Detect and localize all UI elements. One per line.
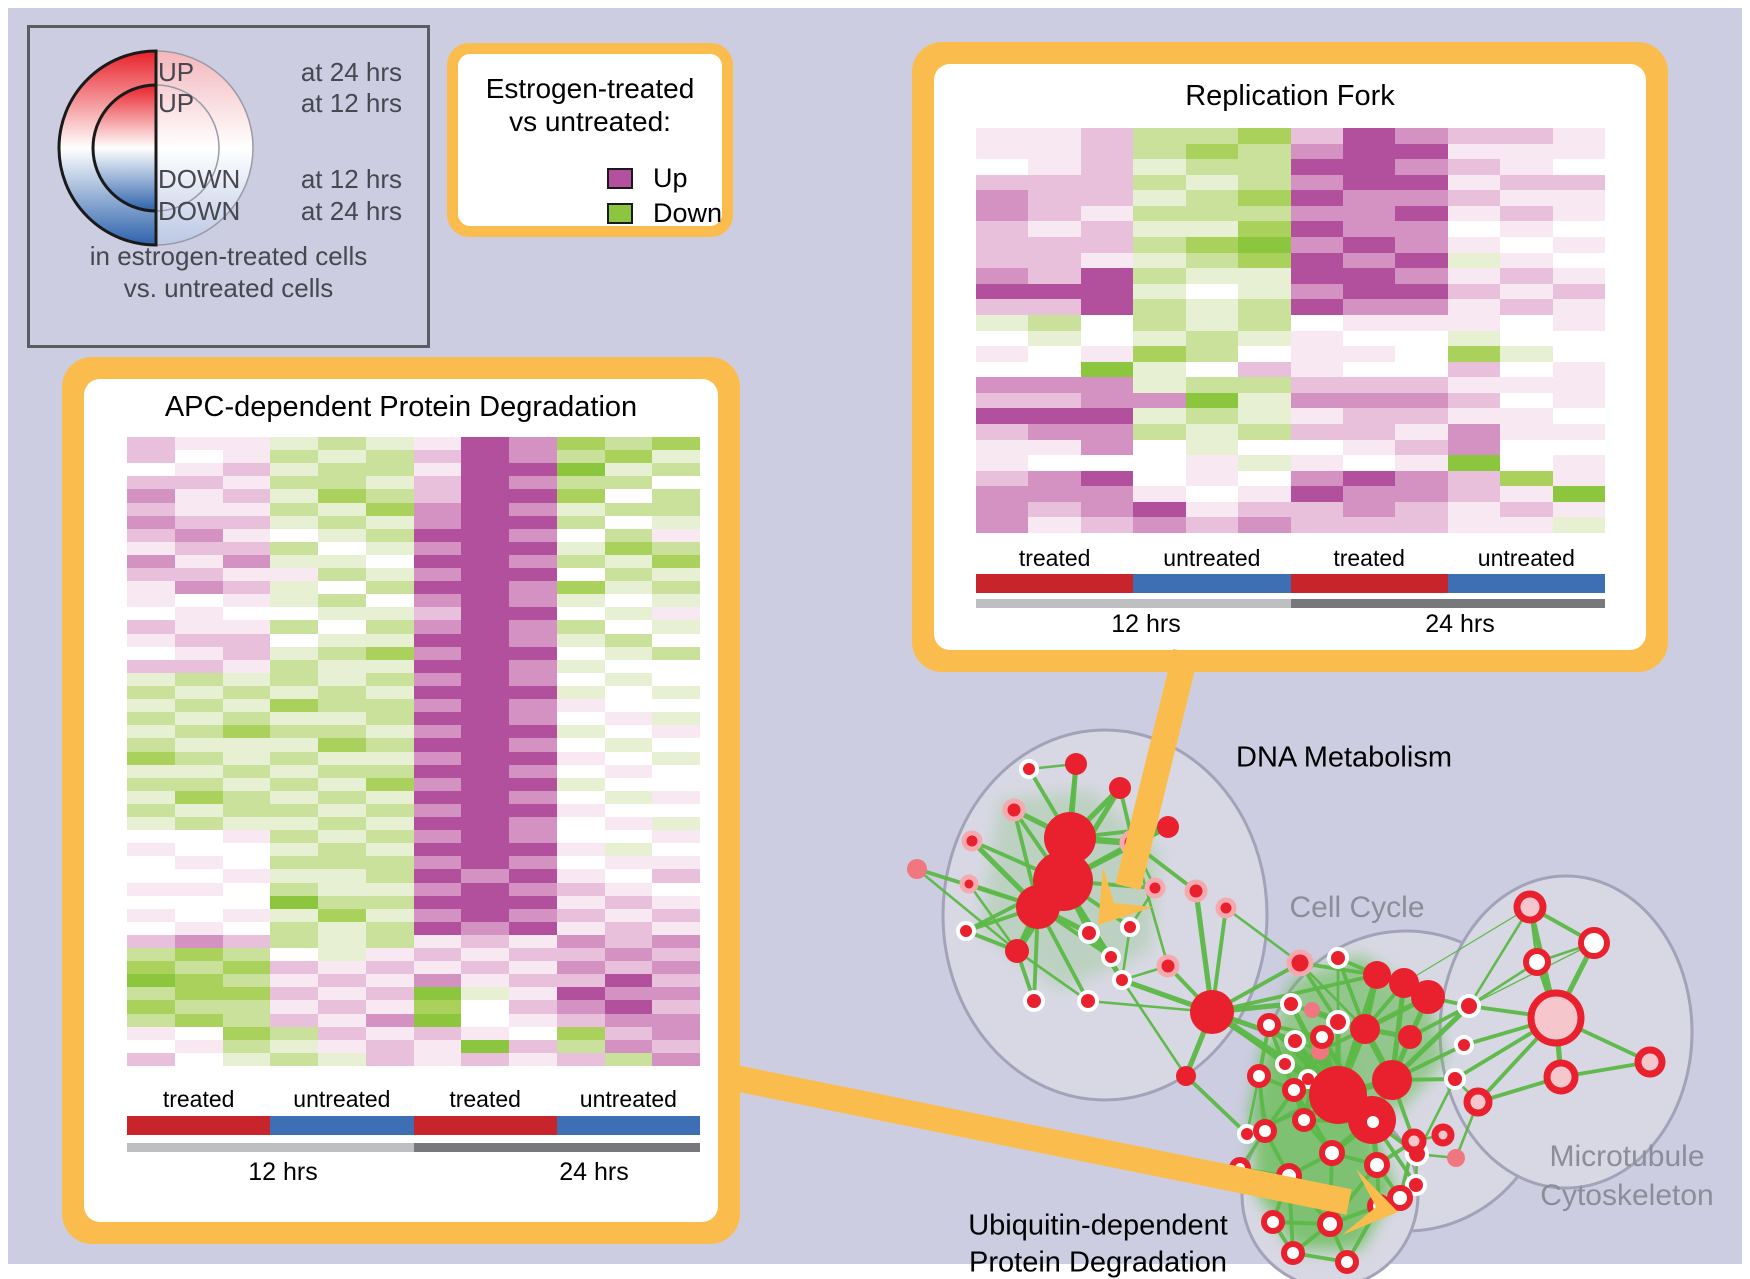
treated-bar — [127, 1116, 271, 1135]
time-label-24hrs: 24 hrs — [559, 1158, 629, 1186]
ring-legend-footer-2: vs. untreated cells — [123, 273, 334, 303]
down-24-label: DOWN — [158, 196, 241, 226]
timepoint-ring-legend: UP UP DOWN DOWN at 24 hrs at 12 hrs at 1… — [27, 25, 430, 348]
concentric-rings-icon — [57, 49, 254, 247]
up-swatch-icon — [607, 168, 633, 189]
time-label-12hrs: 12 hrs — [1111, 610, 1181, 638]
group-label-untreated: untreated — [1477, 545, 1575, 571]
apc-degradation-title: APC-dependent Protein Degradation — [164, 391, 638, 423]
network-label: DNA Metabolism — [1236, 741, 1452, 774]
untreated-bar — [270, 1116, 414, 1135]
treated-bar — [1290, 574, 1448, 593]
group-label-treated: treated — [1018, 545, 1091, 571]
treated-bar — [976, 574, 1134, 593]
network-label: Cell Cycle — [1289, 891, 1425, 924]
up-12-label: UP — [158, 88, 195, 118]
treated-bar — [413, 1116, 557, 1135]
network-label: Protein Degradation — [969, 1246, 1227, 1279]
24hrs-bar — [1290, 599, 1605, 608]
network-label: Cytoskeleton — [1540, 1179, 1714, 1212]
12hrs-bar — [127, 1143, 414, 1152]
network-label: Microtubule — [1549, 1140, 1705, 1173]
group-label-untreated: untreated — [293, 1086, 391, 1112]
estrogen-legend-inner: Estrogen-treated vs untreated: Up Down — [458, 54, 723, 228]
down-swatch-icon — [607, 203, 633, 224]
up-label: Up — [653, 163, 688, 193]
group-label-treated: treated — [162, 1086, 235, 1112]
group-label-untreated: untreated — [1163, 545, 1261, 571]
24hrs-bar — [413, 1143, 700, 1152]
at-12hrs-label: at 12 hrs — [300, 88, 402, 118]
untreated-bar — [1133, 574, 1291, 593]
group-label-treated: treated — [1333, 545, 1405, 571]
estrogen-legend: Estrogen-treated vs untreated: Up Down — [447, 43, 733, 237]
replication-fork-title: Replication Fork — [1185, 80, 1395, 112]
at-24hrs-label: at 24 hrs — [300, 57, 402, 87]
down-12-label: DOWN — [158, 164, 241, 194]
time-label-12hrs: 12 hrs — [248, 1158, 318, 1186]
ring-legend-footer-1: in estrogen-treated cells — [89, 241, 368, 271]
at-12hrs-label: at 12 hrs — [300, 164, 402, 194]
estrogen-legend-title-2: vs untreated: — [509, 106, 671, 137]
group-label-treated: treated — [449, 1086, 521, 1112]
untreated-bar — [1447, 574, 1605, 593]
apc-heatmap — [127, 437, 700, 1066]
untreated-bar — [556, 1116, 700, 1135]
estrogen-legend-title-1: Estrogen-treated — [485, 73, 695, 104]
replication-heatmap — [976, 128, 1605, 533]
time-label-24hrs: 24 hrs — [1425, 610, 1495, 638]
down-label: Down — [653, 198, 723, 228]
at-24hrs-label: at 24 hrs — [300, 196, 402, 226]
group-label-untreated: untreated — [579, 1086, 677, 1112]
network-label: Ubiquitin-dependent — [968, 1209, 1228, 1242]
12hrs-bar — [976, 599, 1291, 608]
up-24-label: UP — [158, 57, 195, 87]
